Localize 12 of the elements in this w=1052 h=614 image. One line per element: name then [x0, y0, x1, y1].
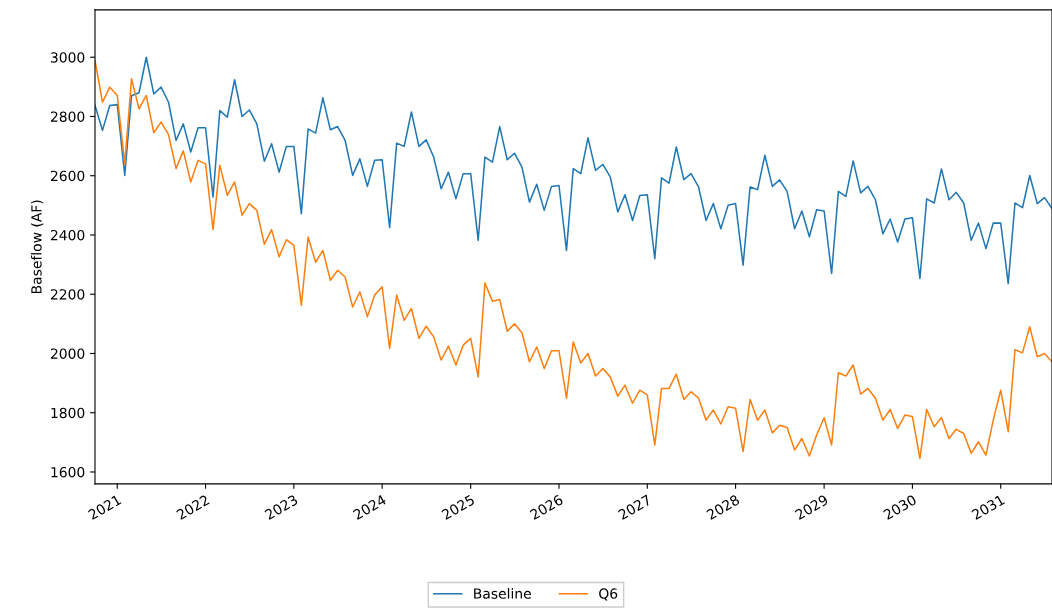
y-tick-label: 2600 — [50, 170, 85, 182]
y-tick-label: 1800 — [51, 407, 85, 419]
y-tick-label: 2400 — [50, 229, 85, 241]
line-series — [95, 56, 1052, 285]
y-tick-label: 2800 — [50, 111, 85, 122]
legend-label: Baseline — [474, 588, 531, 599]
y-axis-title: Baseflow (AF) — [30, 200, 44, 294]
y-tick-label: 2000 — [50, 348, 85, 359]
y-tick-label: 1600 — [51, 466, 85, 478]
y-tick-label: 3000 — [50, 52, 85, 63]
y-tick-label: 2200 — [50, 289, 85, 300]
legend-label: Q6 — [599, 588, 618, 601]
